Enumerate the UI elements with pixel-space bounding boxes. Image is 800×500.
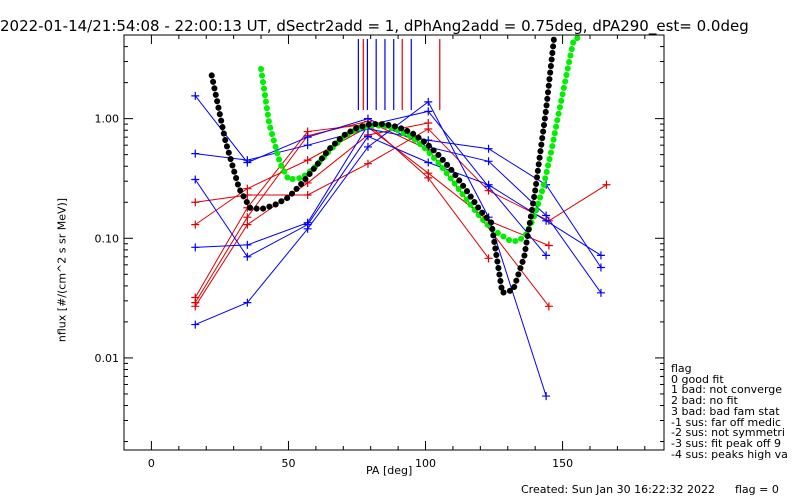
- blue-series-point: [191, 149, 200, 158]
- red-series-point: [303, 190, 312, 199]
- blue-series-point: [542, 251, 551, 260]
- x-tick-label: 50: [281, 457, 295, 470]
- red-series-point: [544, 241, 553, 250]
- red-series-point: [484, 254, 493, 263]
- blue-series-point: [484, 157, 493, 166]
- red-series-point: [602, 180, 611, 189]
- y-tick-label: 0.01: [95, 352, 120, 365]
- blue-series-point: [363, 142, 372, 151]
- data-series: [191, 91, 611, 401]
- fit-curves: [208, 32, 585, 296]
- y-tick-label: 1.00: [95, 113, 120, 126]
- legend-item: -3 sus: fit peak off 9: [671, 436, 781, 450]
- legend-item: -4 sus: peaks high va: [671, 447, 788, 461]
- blue-series-point: [243, 240, 252, 249]
- red-series-line: [194, 120, 550, 307]
- blue-series-point: [424, 158, 433, 167]
- blue-series-point: [424, 107, 433, 116]
- blue-series-point: [484, 182, 493, 191]
- red-series-point: [191, 298, 200, 307]
- blue-series-point: [303, 133, 312, 142]
- blue-series-point: [596, 251, 605, 260]
- blue-series-point: [243, 252, 252, 261]
- red-series-point: [363, 159, 372, 168]
- legend-title: flag: [671, 362, 692, 375]
- fit-curve-green: [258, 32, 585, 244]
- blue-series-point: [542, 392, 551, 401]
- blue-series-point: [484, 144, 493, 153]
- red-series-point: [424, 173, 433, 182]
- axes: 0 50 100 150 0.01 0.10 1.00: [95, 34, 664, 470]
- red-series-line: [194, 126, 550, 246]
- blue-series-point: [424, 97, 433, 106]
- red-series-point: [243, 220, 252, 229]
- x-tick-label: 0: [148, 457, 155, 470]
- legend-item: 0 good fit: [671, 372, 724, 386]
- red-series-point: [424, 118, 433, 127]
- blue-series-point: [542, 216, 551, 225]
- red-series-point: [544, 302, 553, 311]
- marker-lines: [357, 39, 441, 111]
- legend-item: 3 bad: bad fam stat: [671, 404, 780, 418]
- red-series-point: [191, 220, 200, 229]
- blue-series-point: [303, 224, 312, 233]
- blue-series-point: [191, 175, 200, 184]
- red-series-line: [194, 123, 489, 298]
- created-timestamp: Created: Sun Jan 30 16:22:32 2022: [521, 483, 715, 496]
- legend-item: -2 sus: not symmetri: [671, 426, 785, 440]
- legend-item: 2 bad: no fit: [671, 394, 738, 408]
- x-tick-label: 100: [415, 457, 436, 470]
- legend-item: -1 sus: far off medic: [671, 415, 782, 429]
- flag-value: flag = 0: [735, 483, 779, 496]
- flag-legend: flag 0 good fit 1 bad: not converge 2 ba…: [671, 362, 788, 461]
- legend-item: 1 bad: not converge: [671, 383, 783, 397]
- blue-series-point: [191, 320, 200, 329]
- blue-series-point: [191, 91, 200, 100]
- y-tick-label: 0.10: [95, 232, 120, 245]
- blue-series-point: [243, 298, 252, 307]
- blue-series-point: [243, 156, 252, 165]
- fit-curve-black: [208, 32, 558, 296]
- blue-series-point: [363, 132, 372, 141]
- x-tick-label: 150: [552, 457, 573, 470]
- chart-title: 2022-01-14/21:54:08 - 22:00:13 UT, dSect…: [0, 17, 749, 35]
- footer: Created: Sun Jan 30 16:22:32 2022 flag = …: [521, 483, 799, 496]
- red-series-point: [243, 184, 252, 193]
- x-axis-label: PA [deg]: [366, 464, 413, 477]
- plot-frame: [123, 34, 665, 451]
- y-axis-label: nflux [#/(cm^2 s sr MeV)]: [55, 197, 69, 343]
- blue-series-point: [191, 243, 200, 252]
- blue-series-point: [303, 141, 312, 150]
- red-series-point: [303, 156, 312, 165]
- red-series-point: [243, 213, 252, 222]
- blue-series-point: [596, 288, 605, 297]
- blue-series-point: [596, 263, 605, 272]
- blue-series-line: [194, 95, 602, 294]
- red-series-point: [191, 198, 200, 207]
